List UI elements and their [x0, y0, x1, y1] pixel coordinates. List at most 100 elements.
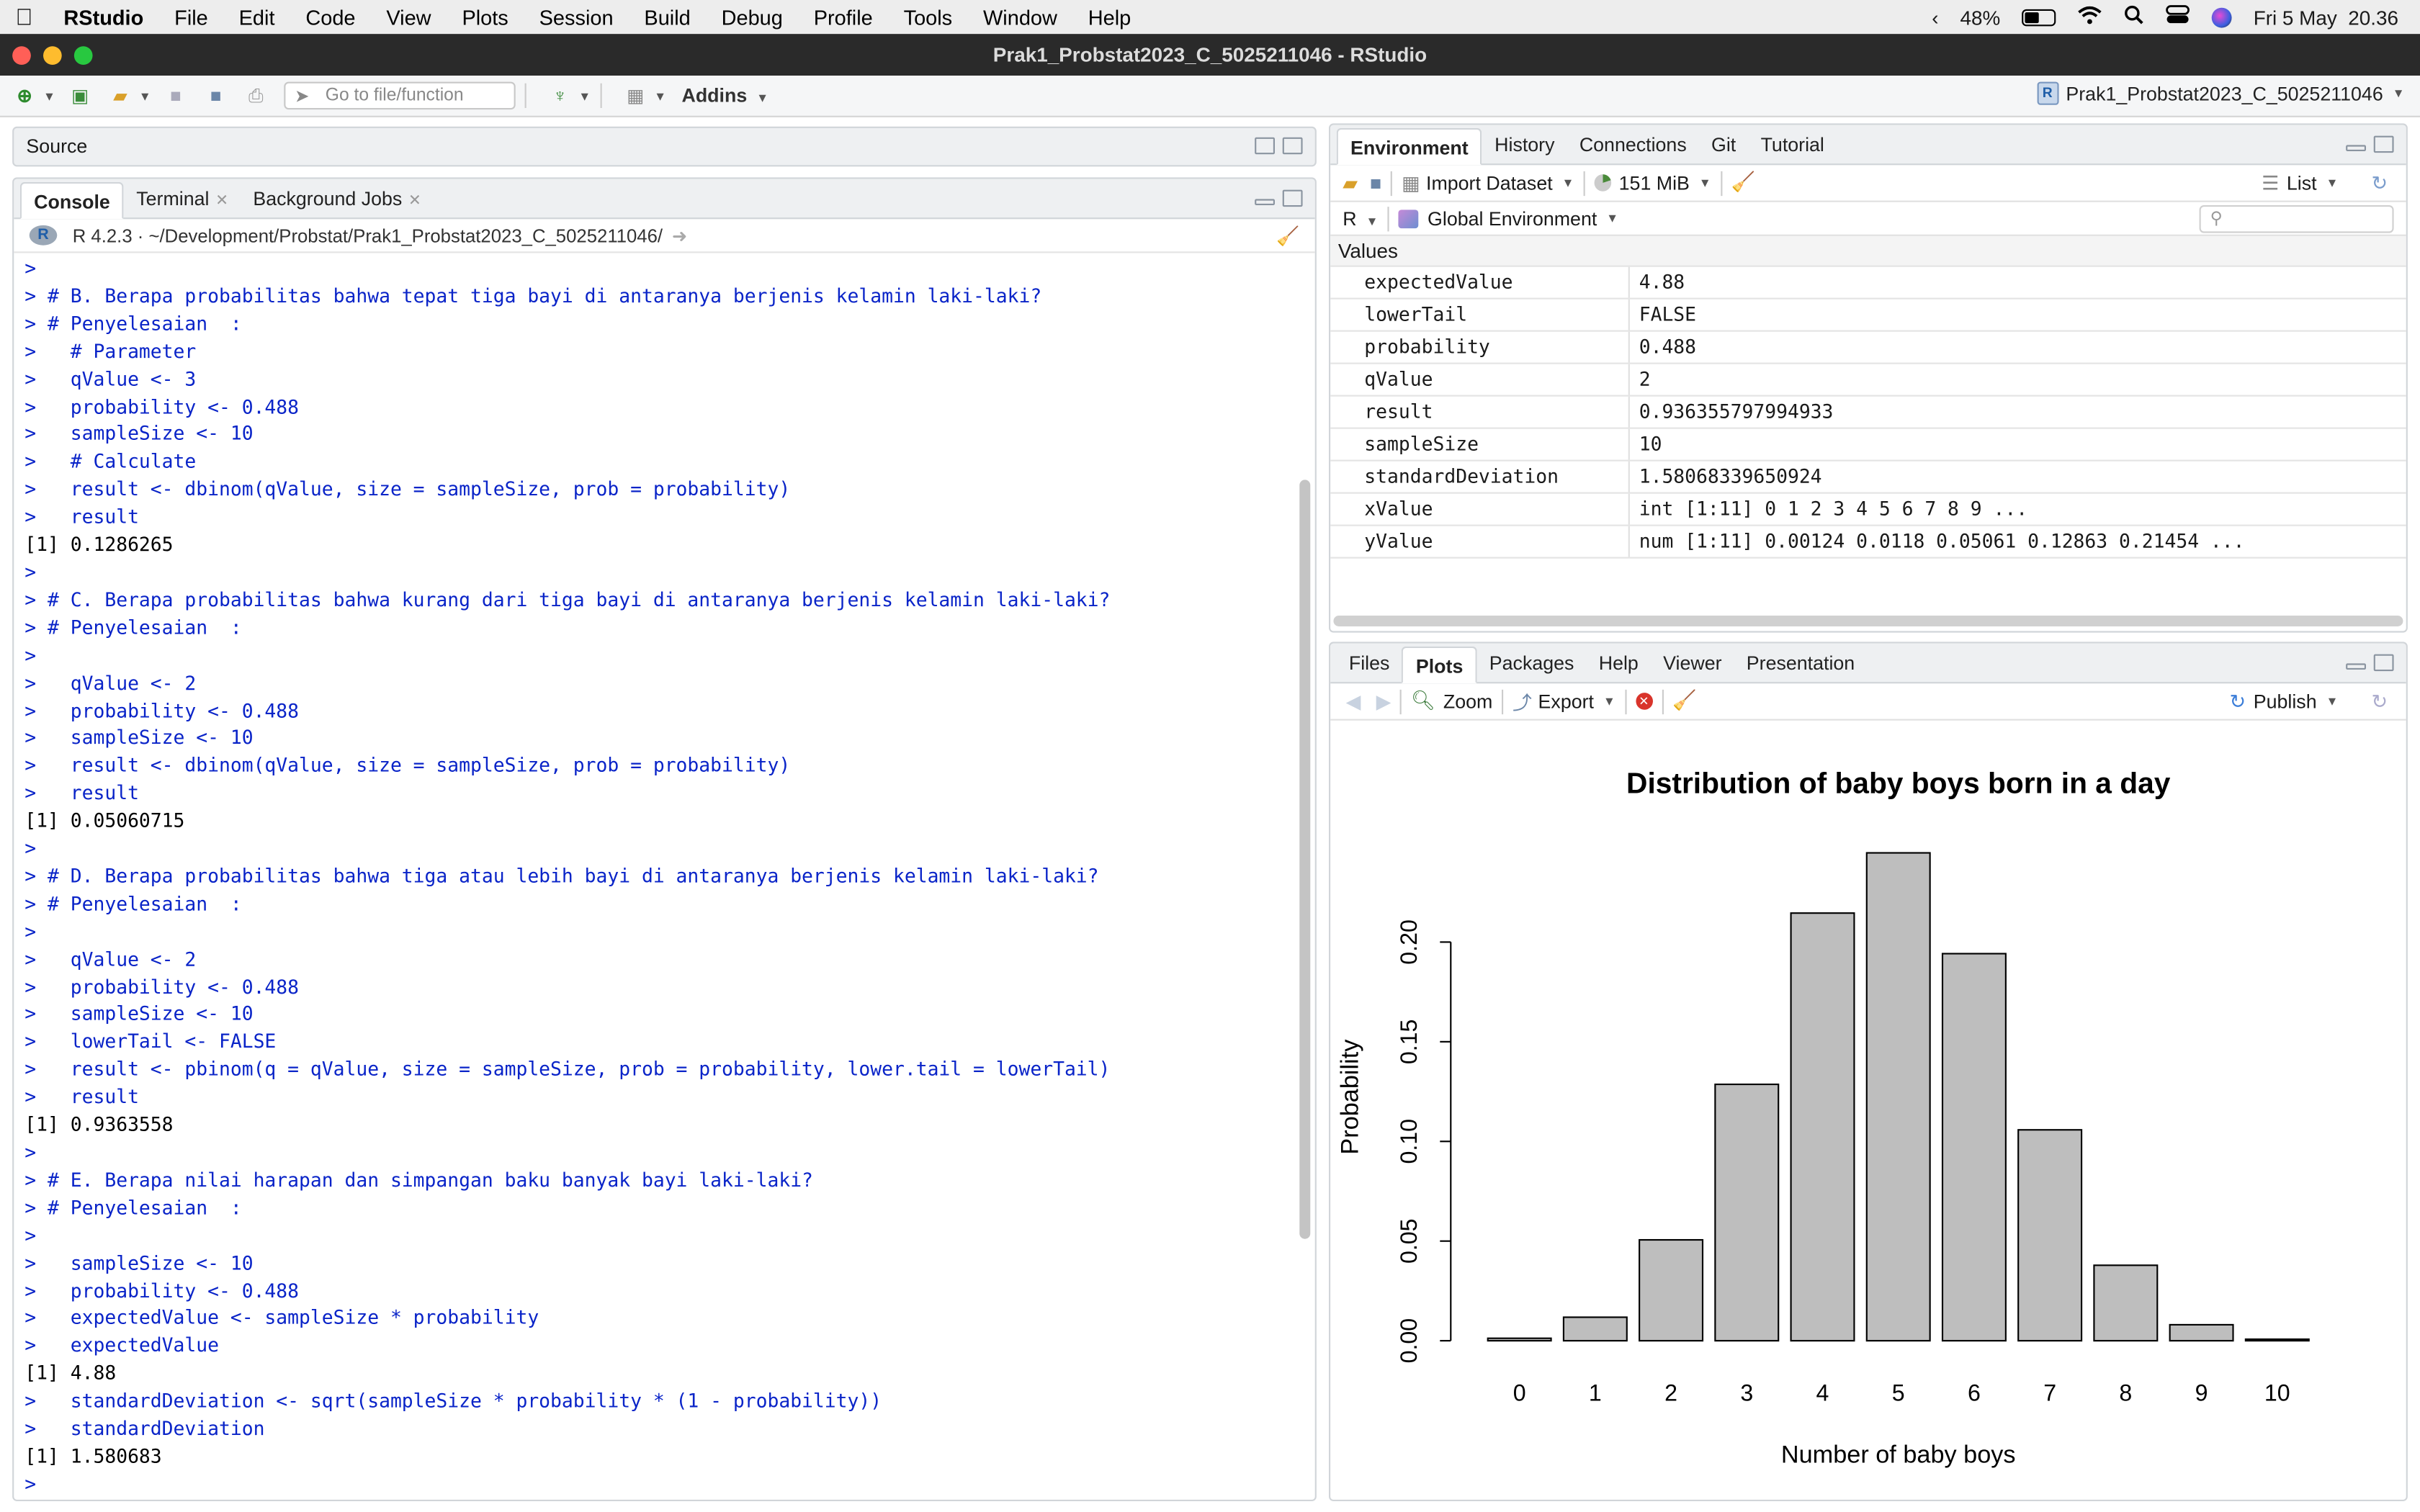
menubar-datetime[interactable]: Fri 5 May 20.36	[2253, 5, 2398, 29]
environment-row[interactable]: lowerTail FALSE	[1330, 299, 2406, 332]
new-project-icon[interactable]: ▣	[71, 84, 89, 107]
vcs-icon[interactable]: ♆	[552, 84, 568, 107]
export-button[interactable]: ⤴ Export ▼	[1512, 687, 1615, 716]
clear-plots-icon[interactable]: 🧹	[1672, 689, 1697, 711]
environment-search-input[interactable]: ⚲	[2199, 204, 2394, 233]
console-input-line: > # E. Berapa nilai harapan dan simpanga…	[24, 1169, 813, 1192]
chevron-left-icon[interactable]: ‹	[1932, 5, 1939, 29]
refresh-icon[interactable]: ↻	[2371, 173, 2388, 194]
menu-view[interactable]: View	[369, 5, 431, 29]
tab-viewer[interactable]: Viewer	[1651, 645, 1734, 682]
siri-icon[interactable]	[2211, 6, 2232, 27]
next-plot-icon[interactable]: ▶	[1376, 691, 1392, 713]
minimize-pane-icon[interactable]	[2346, 663, 2366, 670]
maximize-pane-icon[interactable]	[1282, 137, 1303, 155]
minimize-pane-icon[interactable]	[1255, 199, 1275, 205]
tab-presentation[interactable]: Presentation	[1734, 645, 1868, 682]
save-icon[interactable]: ■	[170, 84, 182, 107]
chevron-down-icon[interactable]: ▼	[138, 89, 151, 103]
close-window-button[interactable]	[12, 46, 31, 65]
menu-tools[interactable]: Tools	[886, 5, 953, 29]
scope-menu[interactable]: Global Environment ▼	[1398, 207, 1618, 229]
tab-plots[interactable]: Plots	[1402, 646, 1477, 684]
import-dataset-button[interactable]: ▦ Import Dataset ▼	[1402, 171, 1574, 194]
restore-pane-icon[interactable]	[1255, 137, 1275, 155]
open-file-icon[interactable]: ▰	[113, 84, 127, 107]
menu-file[interactable]: File	[157, 5, 208, 29]
language-menu[interactable]: R ▼	[1343, 207, 1378, 229]
save-all-icon[interactable]: ■	[210, 84, 222, 107]
go-to-directory-icon[interactable]: ➜	[671, 224, 688, 246]
zoom-window-button[interactable]	[73, 46, 93, 65]
print-icon[interactable]: ⎙	[248, 84, 264, 106]
publish-button[interactable]: ↻ Publish ▼	[2230, 690, 2339, 713]
spotlight-search-icon[interactable]	[2124, 4, 2144, 29]
environment-row[interactable]: xValue int [1:11] 0 1 2 3 4 5 6 7 8 9 ...	[1330, 493, 2406, 526]
tab-history[interactable]: History	[1482, 127, 1567, 163]
tab-environment[interactable]: Environment	[1336, 127, 1483, 166]
remove-plot-icon[interactable]: ✕	[1635, 693, 1653, 710]
chevron-down-icon[interactable]: ▼	[578, 89, 591, 103]
battery-icon[interactable]	[2022, 8, 2056, 26]
chevron-down-icon[interactable]: ▼	[43, 89, 55, 103]
go-to-file-input[interactable]: ➤ Go to file/function	[283, 81, 516, 110]
view-mode-menu[interactable]: ☰ List ▼	[2262, 171, 2338, 194]
console-working-directory[interactable]: R 4.2.3 · ~/Development/Probstat/Prak1_P…	[72, 224, 663, 246]
apple-icon[interactable]: 	[0, 4, 48, 30]
environment-row[interactable]: sampleSize 10	[1330, 428, 2406, 462]
environment-row[interactable]: result 0.936355797994933	[1330, 396, 2406, 429]
chevron-down-icon[interactable]: ▼	[654, 89, 667, 103]
menu-help[interactable]: Help	[1070, 5, 1131, 29]
memory-usage-button[interactable]: 151 MiB ▼	[1594, 172, 1711, 194]
previous-plot-icon[interactable]: ◀	[1345, 691, 1361, 713]
menu-debug[interactable]: Debug	[704, 5, 783, 29]
maximize-pane-icon[interactable]	[2373, 654, 2394, 672]
environment-row[interactable]: expectedValue 4.88	[1330, 266, 2406, 300]
maximize-pane-icon[interactable]	[1282, 189, 1303, 207]
console-output[interactable]: > > # B. Berapa probabilitas bahwa tepat …	[24, 256, 1290, 1500]
control-center-icon[interactable]	[2166, 4, 2190, 29]
chevron-down-icon: ▼	[1603, 694, 1615, 708]
close-icon[interactable]: ✕	[215, 192, 229, 210]
console-scrollbar[interactable]	[1299, 480, 1311, 1239]
menu-window[interactable]: Window	[965, 5, 1057, 29]
menu-build[interactable]: Build	[627, 5, 690, 29]
menu-plots[interactable]: Plots	[444, 5, 508, 29]
environment-row[interactable]: standardDeviation 1.58068339650924	[1330, 461, 2406, 494]
clear-workspace-icon[interactable]: 🧹	[1731, 171, 1755, 193]
tab-console[interactable]: Console	[19, 181, 125, 220]
menu-profile[interactable]: Profile	[796, 5, 873, 29]
environment-row[interactable]: qValue 2	[1330, 364, 2406, 397]
search-icon: ⚲	[2210, 209, 2223, 228]
tab-background-jobs[interactable]: Background Jobs ✕	[241, 181, 434, 217]
refresh-plot-icon[interactable]: ↻	[2371, 691, 2388, 713]
tab-connections[interactable]: Connections	[1567, 127, 1699, 163]
environment-row[interactable]: probability 0.488	[1330, 331, 2406, 364]
close-icon[interactable]: ✕	[408, 192, 421, 210]
menu-code[interactable]: Code	[288, 5, 355, 29]
menu-app-name[interactable]: RStudio	[46, 5, 143, 29]
minimize-pane-icon[interactable]	[2346, 145, 2366, 151]
load-workspace-icon[interactable]: ▰	[1343, 173, 1358, 194]
environment-hscrollbar[interactable]	[1333, 616, 2403, 626]
addins-menu[interactable]: Addins ▼	[681, 85, 768, 107]
new-file-icon[interactable]: ⊕	[17, 84, 33, 107]
minimize-window-button[interactable]	[43, 46, 62, 65]
zoom-button[interactable]: 🔍︎ Zoom	[1411, 690, 1492, 713]
menu-session[interactable]: Session	[521, 5, 614, 29]
tab-terminal[interactable]: Terminal ✕	[124, 181, 241, 217]
environment-row[interactable]: yValue num [1:11] 0.00124 0.0118 0.05061 …	[1330, 526, 2406, 559]
project-menu[interactable]: R Prak1_Probstat2023_C_5025211046 ▼	[2036, 81, 2405, 105]
maximize-pane-icon[interactable]	[2373, 135, 2394, 153]
save-workspace-icon[interactable]: ■	[1370, 171, 1382, 194]
pane-layout-icon[interactable]: ▦	[627, 84, 645, 107]
clear-console-icon[interactable]: 🧹	[1276, 224, 1300, 246]
menu-edit[interactable]: Edit	[221, 5, 275, 29]
tab-help[interactable]: Help	[1587, 645, 1651, 682]
tab-git[interactable]: Git	[1699, 127, 1749, 163]
tab-packages[interactable]: Packages	[1477, 645, 1587, 682]
tab-tutorial[interactable]: Tutorial	[1748, 127, 1837, 163]
tab-files[interactable]: Files	[1337, 645, 1402, 682]
wifi-icon[interactable]	[2077, 5, 2102, 29]
source-pane-title[interactable]: Source	[26, 135, 88, 158]
